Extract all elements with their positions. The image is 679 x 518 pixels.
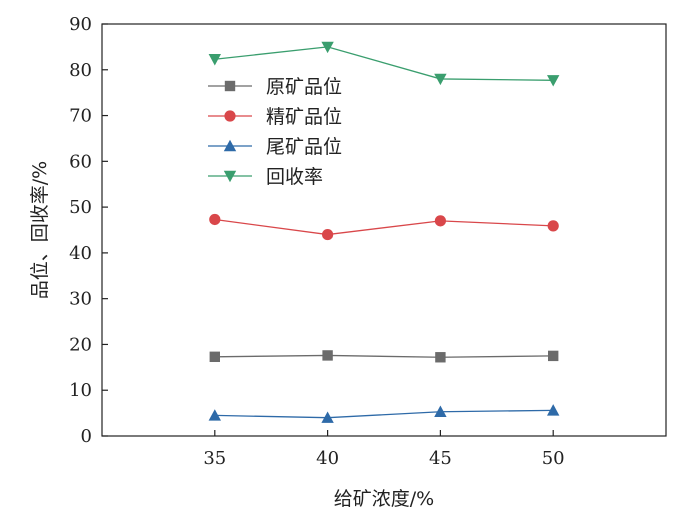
legend-marker [223, 170, 237, 183]
data-point [547, 220, 559, 232]
data-point [321, 411, 334, 423]
x-tick-label: 35 [203, 448, 226, 469]
series-4 [208, 41, 560, 87]
y-tick-label: 60 [69, 151, 92, 172]
data-point [321, 41, 334, 54]
x-tick-label: 45 [429, 448, 452, 469]
series-line [214, 354, 554, 358]
y-tick-label: 80 [69, 60, 92, 81]
series-3 [208, 404, 560, 423]
legend-item: 尾矿品位 [208, 136, 342, 158]
y-axis: 0 10 20 30 40 50 60 70 80 90 [69, 14, 108, 447]
y-tick-label: 70 [69, 106, 92, 127]
y-tick-label: 90 [69, 14, 92, 35]
legend-item: 精矿品位 [208, 106, 342, 128]
y-tick-label: 30 [69, 289, 92, 310]
data-point [208, 409, 221, 421]
data-point [322, 350, 333, 361]
y-tick-label: 10 [69, 380, 92, 401]
series-line [214, 218, 554, 236]
data-point [322, 228, 334, 241]
legend-label: 尾矿品位 [266, 136, 342, 158]
series-2 [209, 213, 559, 241]
legend-marker [224, 110, 236, 122]
x-tick-label: 40 [316, 448, 339, 469]
legend-marker [224, 80, 236, 92]
y-tick-label: 20 [69, 334, 92, 355]
data-point [547, 75, 560, 87]
legend-item: 回收率 [208, 166, 323, 188]
data-point [209, 351, 220, 363]
data-point [434, 73, 447, 86]
data-point [435, 352, 446, 363]
series-line [214, 46, 554, 81]
y-axis-label: 品位、回收率/% [29, 161, 51, 299]
data-point [208, 54, 221, 66]
legend-item: 原矿品位 [208, 76, 342, 98]
data-point [548, 350, 559, 362]
plot-frame [101, 23, 667, 437]
series-1 [209, 350, 559, 363]
data-point [434, 215, 446, 227]
y-tick-label: 40 [69, 243, 92, 264]
legend-label: 原矿品位 [266, 76, 342, 98]
x-axis-label: 给矿浓度/% [334, 488, 434, 510]
x-tick-label: 50 [542, 448, 565, 469]
data-point [434, 405, 447, 417]
legend-marker [223, 139, 237, 152]
y-tick-label: 0 [81, 426, 92, 447]
series-layer [208, 41, 560, 423]
x-axis: 35 40 45 50 [203, 430, 565, 469]
legend-label: 回收率 [266, 166, 323, 188]
data-point [547, 404, 560, 416]
y-tick-label: 50 [69, 197, 92, 218]
series-line [214, 409, 554, 419]
data-point [209, 213, 221, 226]
legend-label: 精矿品位 [266, 106, 342, 128]
